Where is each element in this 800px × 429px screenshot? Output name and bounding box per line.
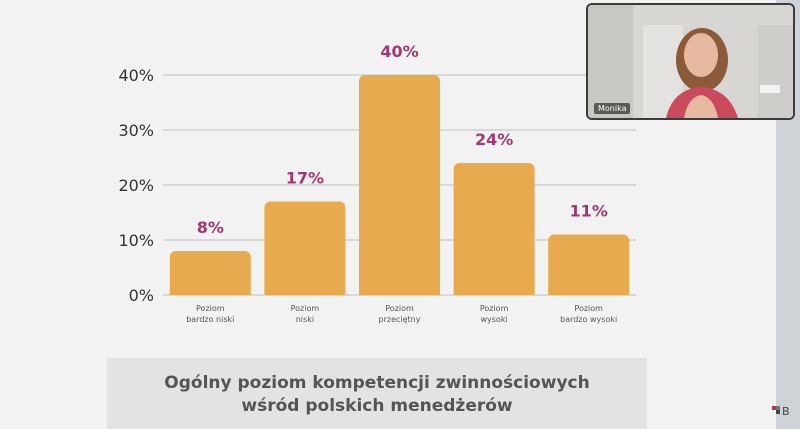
x-tick-label: bardzo niski: [186, 315, 234, 324]
bar: [359, 75, 440, 295]
x-tick-label: Poziom: [480, 304, 509, 313]
participant-name: Monika: [594, 103, 631, 114]
x-tick-label: przeciętny: [379, 315, 421, 324]
bar-base: [548, 289, 630, 295]
x-tick-label: Poziom: [574, 304, 603, 313]
bar: [169, 251, 251, 295]
bar-base: [264, 289, 346, 295]
caption-line-2: wśród polskich menedżerów: [241, 396, 513, 416]
x-tick-label: Poziom: [291, 304, 320, 313]
bar-base: [169, 289, 251, 295]
participant-video-tile[interactable]: Monika: [586, 3, 795, 120]
y-tick-label: 0%: [129, 286, 154, 305]
x-tick-label: Poziom: [196, 304, 225, 313]
x-tick-label: bardzo wysoki: [560, 315, 617, 324]
svg-text:B: B: [782, 405, 790, 417]
x-tick-label: Poziom: [385, 304, 414, 313]
caption-box: [107, 358, 647, 429]
y-tick-label: 30%: [118, 121, 154, 140]
y-tick-label: 20%: [118, 176, 154, 195]
y-tick-label: 10%: [118, 231, 154, 250]
caption-line-1: Ogólny poziom kompetencji zwinnościowych: [164, 373, 590, 393]
bar: [453, 163, 535, 295]
bar-base: [359, 289, 440, 295]
bar: [548, 234, 630, 295]
bar-chart: 0% 10% 20% 30% 40% 8% Poziom bardzo niski 17% Poz…: [118, 42, 636, 324]
x-tick-label: niski: [296, 315, 314, 324]
x-tick-label: wysoki: [480, 315, 507, 324]
chart-caption: Ogólny poziom kompetencji zwinnościowych…: [107, 372, 647, 418]
bar-base: [453, 289, 535, 295]
data-label: 24%: [475, 130, 513, 149]
participant-video-icon: [588, 5, 793, 118]
data-label: 8%: [197, 218, 224, 237]
y-tick-label: 40%: [118, 66, 154, 85]
brand-logo-icon: B: [772, 405, 790, 417]
bar: [264, 201, 346, 295]
data-label: 11%: [570, 202, 608, 221]
data-label: 40%: [380, 42, 418, 61]
data-label: 17%: [286, 169, 324, 188]
